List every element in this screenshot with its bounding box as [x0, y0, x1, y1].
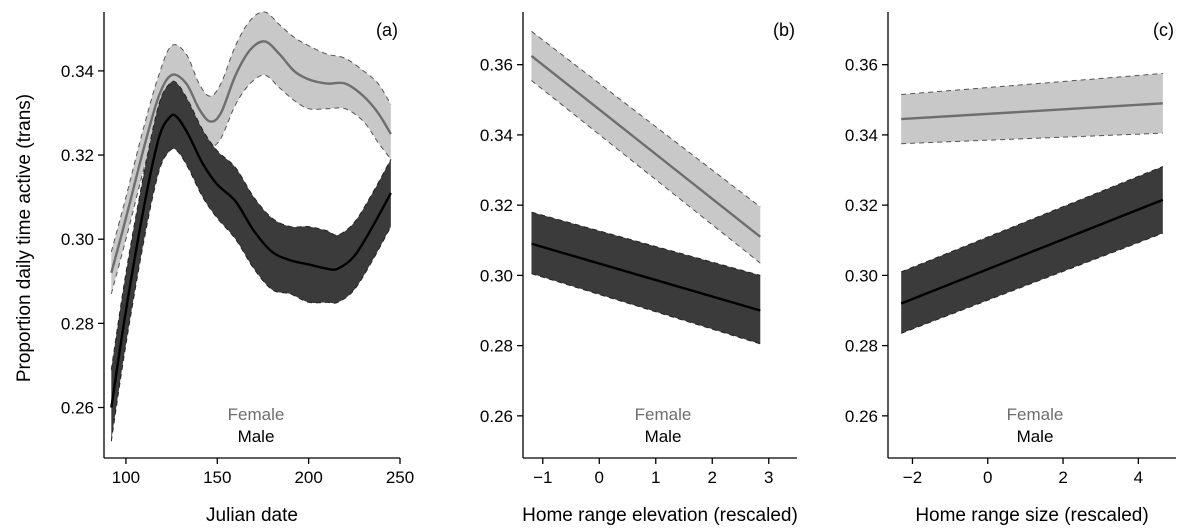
legend-male: Male — [645, 427, 682, 446]
x-tick-label: −2 — [903, 468, 922, 487]
y-tick-label: 0.30 — [480, 266, 513, 285]
male-ci-band — [901, 166, 1163, 334]
x-axis-title: Home range size (rescaled) — [915, 505, 1148, 526]
male-ci-upper-edge — [531, 211, 761, 276]
x-tick-label: 2 — [1058, 468, 1067, 487]
female-fit-line — [110, 40, 392, 274]
male-ci-upper-edge — [110, 80, 392, 370]
male-fit-line — [110, 113, 392, 408]
male-ci-upper-edge — [900, 166, 1164, 273]
panel-label: (a) — [376, 20, 398, 40]
y-tick-label: 0.30 — [845, 266, 878, 285]
legend-female: Female — [635, 405, 692, 424]
x-tick-label: 1 — [651, 468, 660, 487]
x-tick-label: 200 — [294, 468, 322, 487]
y-tick-label: 0.32 — [480, 196, 513, 215]
y-axis-title: Proportion daily time active (trans) — [14, 94, 35, 382]
y-tick-label: 0.28 — [61, 314, 94, 333]
male-ci-band — [111, 81, 391, 442]
y-tick-label: 0.32 — [845, 196, 878, 215]
male-fit-line — [900, 198, 1164, 305]
male-ci-lower-edge — [531, 273, 761, 345]
y-tick-label: 0.34 — [61, 62, 94, 81]
y-tick-label: 0.26 — [61, 399, 94, 418]
y-tick-label: 0.30 — [61, 230, 94, 249]
x-axis-title: Home range elevation (rescaled) — [522, 505, 798, 526]
panel-b: 0.26 0.28 0.30 0.32 0.34 0.36 −1 0 1 2 3 Home range… — [480, 12, 798, 526]
y-tick-label: 0.36 — [845, 56, 878, 75]
x-axis-title: Julian date — [206, 505, 298, 526]
x-tick-label: 250 — [386, 468, 414, 487]
y-tick-label: 0.32 — [61, 146, 94, 165]
female-ci-upper-edge — [110, 11, 392, 252]
x-tick-label: −1 — [533, 468, 552, 487]
y-tick-label: 0.26 — [845, 407, 878, 426]
female-fit-line — [901, 102, 1163, 121]
x-tick-label: 150 — [203, 468, 231, 487]
panel-c: 0.26 0.28 0.30 0.32 0.34 0.36 −2 0 2 4 Home range … — [845, 12, 1176, 526]
legend-female: Female — [1007, 405, 1064, 424]
y-tick-label: 0.26 — [480, 407, 513, 426]
female-ci-lower-edge — [531, 80, 761, 264]
x-tick-label: 3 — [764, 468, 773, 487]
female-ci-upper-edge — [901, 72, 1163, 96]
y-tick-label: 0.36 — [480, 56, 513, 75]
y-tick-label: 0.34 — [480, 126, 513, 145]
x-tick-label: 0 — [983, 468, 992, 487]
x-tick-label: 2 — [708, 468, 717, 487]
panel-a: 0.26 0.28 0.30 0.32 0.34 100 150 200 250 Julian d… — [61, 11, 414, 526]
x-tick-label: 0 — [595, 468, 604, 487]
legend-male: Male — [1017, 427, 1054, 446]
panel-label: (c) — [1153, 20, 1174, 40]
legend-male: Male — [238, 427, 275, 446]
x-tick-label: 4 — [1134, 468, 1143, 487]
y-tick-label: 0.28 — [480, 337, 513, 356]
y-tick-label: 0.34 — [845, 126, 878, 145]
male-ci-lower-edge — [901, 232, 1163, 334]
x-tick-label: 100 — [112, 468, 140, 487]
female-ci-upper-edge — [531, 30, 761, 208]
female-ci-band — [901, 73, 1163, 144]
female-ci-lower-edge — [901, 132, 1163, 145]
y-tick-label: 0.28 — [845, 337, 878, 356]
male-ci-lower-edge — [110, 147, 392, 442]
panel-label: (b) — [773, 20, 795, 40]
legend-female: Female — [228, 405, 285, 424]
male-fit-line — [531, 242, 761, 312]
female-fit-line — [530, 54, 762, 238]
